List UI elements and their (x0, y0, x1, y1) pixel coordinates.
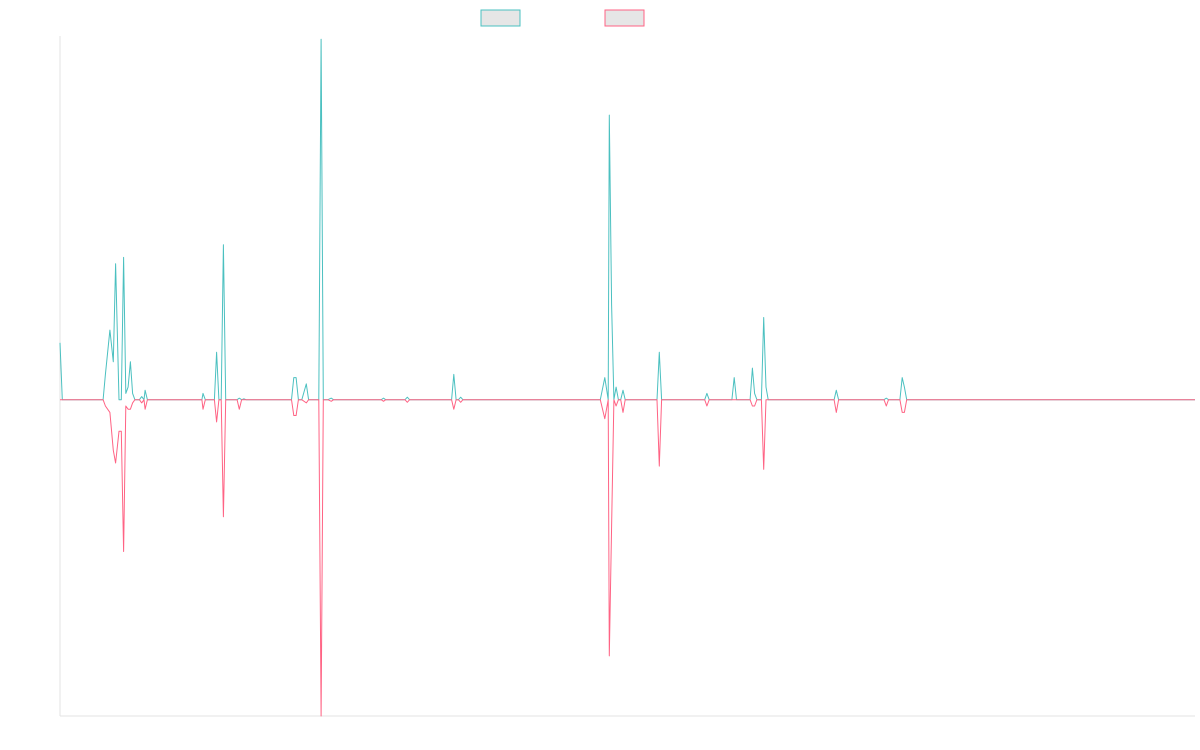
legend (480, 9, 645, 27)
series-line-b (60, 399, 1195, 717)
series-line-a (59, 38, 1195, 401)
axes (59, 36, 1195, 717)
legend-swatch-series-b[interactable] (604, 9, 645, 27)
series-layer (59, 38, 1195, 717)
legend-swatch-series-a[interactable] (480, 9, 521, 27)
